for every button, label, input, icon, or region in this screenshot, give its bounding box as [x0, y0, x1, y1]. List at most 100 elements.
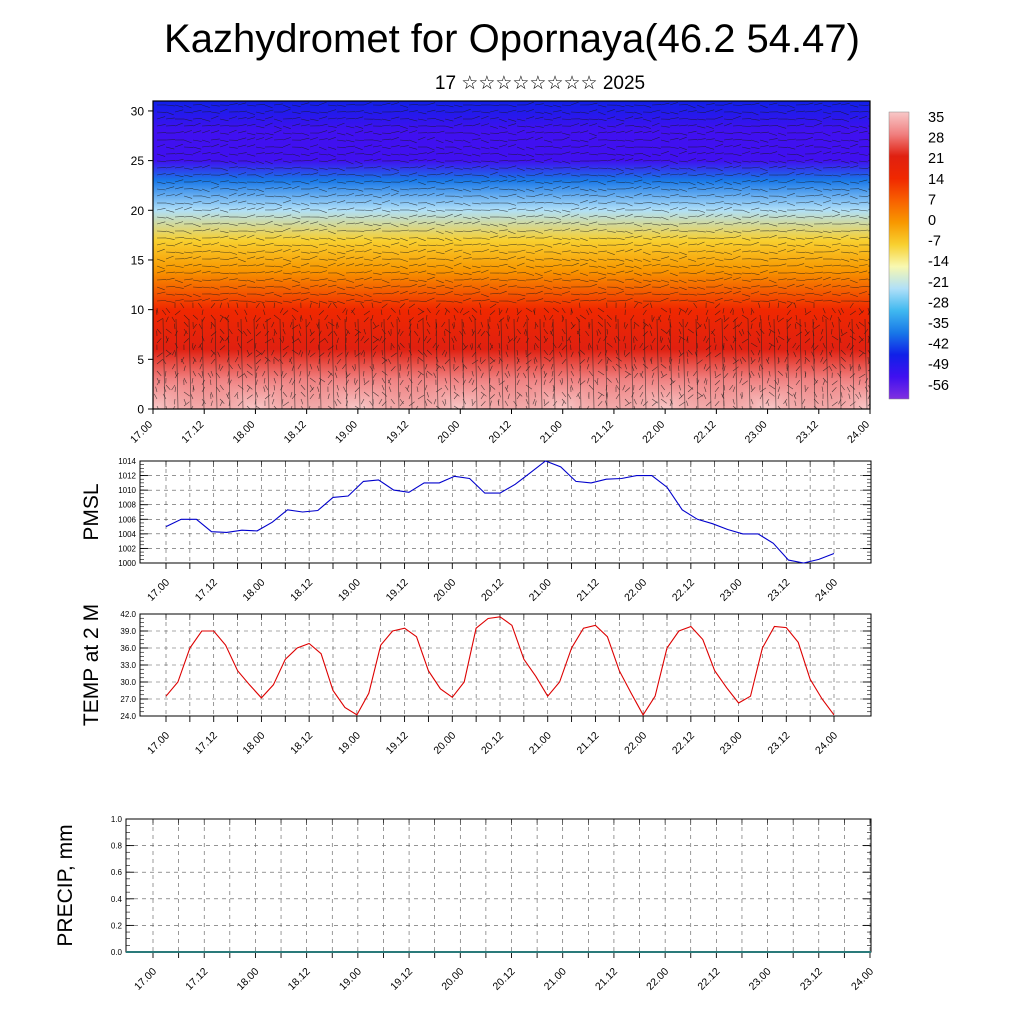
wind-barb — [723, 214, 733, 218]
wind-barb — [570, 214, 579, 218]
wind-barb — [831, 328, 833, 335]
wind-barb — [192, 251, 202, 253]
wind-barb — [435, 387, 443, 393]
wind-barb — [298, 377, 302, 384]
wind-barb — [624, 111, 634, 114]
wind-barb — [759, 328, 765, 334]
wind-barb — [849, 139, 859, 143]
wind-barb — [471, 104, 481, 106]
wind-barb — [714, 297, 723, 302]
wind-barb — [579, 111, 589, 114]
wind-barb — [309, 377, 316, 383]
wind-barb — [750, 180, 760, 183]
wind-barb — [777, 209, 787, 213]
wind-barb — [561, 213, 570, 218]
y-tick-label: 0.6 — [111, 868, 123, 877]
wind-barb — [192, 370, 196, 377]
wind-barb — [633, 300, 643, 304]
y-tick-label: 1010 — [118, 486, 136, 495]
wind-barb — [633, 215, 643, 218]
wind-barb — [849, 279, 858, 284]
wind-barb — [507, 236, 517, 239]
wind-barb — [363, 242, 372, 246]
wind-barb — [822, 342, 826, 349]
wind-barb — [750, 132, 760, 134]
wind-barb — [480, 309, 482, 316]
wind-barb — [579, 262, 588, 267]
wind-barb — [381, 138, 391, 141]
wind-barb — [714, 173, 724, 176]
wind-barb — [597, 125, 606, 130]
x-tick-label: 21.12 — [593, 966, 620, 993]
wind-barb — [336, 358, 342, 365]
wind-barb — [309, 186, 319, 190]
x-tick-label: 24.00 — [849, 966, 876, 993]
x-tick-label: 17.00 — [145, 730, 172, 757]
wind-barb — [561, 209, 571, 213]
wind-barb — [453, 284, 463, 288]
wind-barb — [660, 164, 669, 169]
wind-barb — [750, 146, 760, 149]
wind-barb — [263, 309, 266, 316]
wind-barb — [558, 342, 563, 349]
wind-barb — [516, 262, 525, 267]
wind-barb — [354, 244, 364, 247]
wind-barb — [651, 391, 655, 398]
wind-barb — [516, 222, 526, 225]
wind-barb — [813, 216, 823, 219]
wind-barb — [489, 186, 499, 190]
wind-barb — [597, 351, 602, 358]
wind-barb — [747, 318, 751, 409]
wind-barb — [543, 379, 546, 386]
wind-barb — [201, 318, 205, 409]
wind-barb — [246, 116, 256, 120]
wind-barb — [399, 258, 408, 262]
wind-barb — [577, 393, 581, 400]
wind-barb — [758, 365, 761, 372]
wind-barb — [695, 318, 699, 409]
wind-barb — [831, 321, 835, 328]
wind-barb — [813, 293, 823, 296]
wind-barb — [867, 369, 870, 372]
wind-barb — [417, 244, 427, 247]
wind-barb — [504, 386, 509, 393]
wind-barb — [777, 242, 787, 246]
wind-barb — [264, 122, 273, 127]
wind-barb — [246, 386, 251, 393]
wind-barb — [588, 279, 598, 282]
wind-barb — [444, 384, 449, 391]
wind-barb — [372, 379, 375, 386]
wind-barb — [534, 186, 544, 190]
wind-barb — [210, 349, 216, 355]
wind-barb — [246, 214, 256, 218]
wind-barb — [372, 202, 382, 206]
wind-barb — [550, 328, 554, 335]
wind-barb — [390, 209, 400, 212]
wind-barb — [660, 151, 669, 155]
wind-barb — [696, 293, 706, 295]
wind-barb — [804, 278, 814, 281]
wind-barb — [174, 109, 184, 113]
wind-barb — [255, 132, 265, 135]
wind-barb — [714, 317, 722, 323]
wind-barb — [656, 318, 660, 409]
wind-barb — [651, 153, 661, 156]
wind-barb — [282, 125, 291, 129]
wind-barb — [327, 284, 337, 288]
wind-barb — [588, 384, 594, 390]
wind-barb — [829, 314, 833, 321]
wind-barb — [471, 270, 481, 274]
wind-barb — [453, 249, 463, 253]
wind-barb — [462, 139, 471, 144]
wind-barb — [624, 297, 633, 302]
wind-barb — [390, 216, 400, 219]
wind-barb — [444, 279, 454, 283]
wind-barb — [687, 349, 693, 355]
wind-barb — [604, 318, 608, 409]
wind-barb — [237, 328, 243, 334]
wind-barb — [291, 349, 299, 355]
wind-barb — [597, 291, 607, 295]
wind-barb — [183, 278, 193, 281]
wind-barb — [705, 109, 715, 113]
wind-barb — [705, 345, 712, 351]
